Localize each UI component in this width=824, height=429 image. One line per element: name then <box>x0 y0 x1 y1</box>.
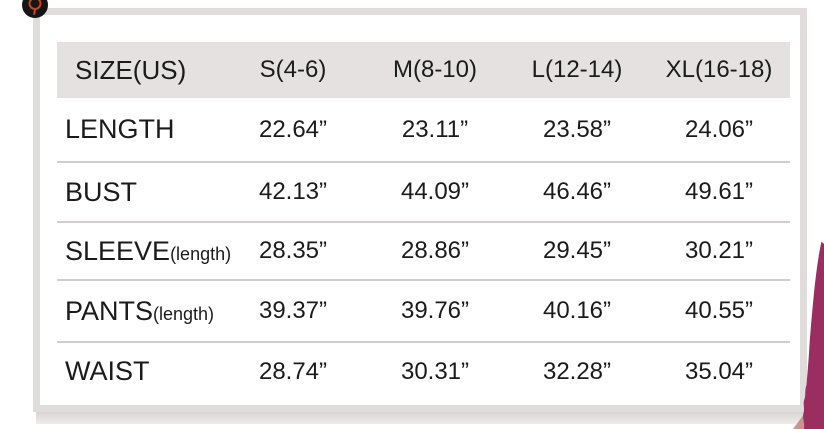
row-label-suffix: (length) <box>153 303 215 324</box>
table-row-waist: WAIST 28.74” 30.31” 32.28” 35.04” <box>57 343 790 400</box>
column-header-size: SIZE(US) <box>75 54 187 85</box>
row-label-sleeve: SLEEVE(length) <box>57 235 231 267</box>
column-header-xl: XL(16-18) <box>665 56 773 83</box>
column-header-s: S(4-6) <box>259 56 327 83</box>
table-cell: 30.31” <box>400 357 470 385</box>
row-label-text: LENGTH <box>65 114 175 144</box>
table-cell: 42.13” <box>258 178 328 205</box>
table-cell: 28.74” <box>258 357 328 385</box>
table-cell: 28.86” <box>400 237 470 264</box>
table-cell: 24.06” <box>684 115 754 143</box>
row-label-bust: BUST <box>57 177 222 208</box>
table-cell: 23.58” <box>542 115 612 143</box>
row-label-text: BUST <box>65 176 138 207</box>
magnifier-icon <box>22 0 48 18</box>
table-cell: 44.09” <box>400 178 470 205</box>
table-cell: 32.28” <box>542 357 612 385</box>
size-chart-table: SIZE(US) S(4-6) M(8-10) L(12-14) XL(16-1… <box>57 42 790 400</box>
table-cell: 40.55” <box>684 297 754 324</box>
table-cell: 29.45” <box>542 237 612 264</box>
table-cell: 22.64” <box>258 115 328 143</box>
zoom-button[interactable] <box>22 0 48 18</box>
size-chart-header-row: SIZE(US) S(4-6) M(8-10) L(12-14) XL(16-1… <box>57 42 790 98</box>
table-cell: 30.21” <box>684 237 754 264</box>
table-row-bust: BUST 42.13” 44.09” 46.46” 49.61” <box>57 163 790 223</box>
table-row-pants: PANTS(length) 39.37” 39.76” 40.16” 40.55… <box>57 281 790 343</box>
table-row-length: LENGTH 22.64” 23.11” 23.58” 24.06” <box>57 98 790 163</box>
garment-sleeve-photo <box>793 241 824 429</box>
table-cell: 39.37” <box>258 297 328 324</box>
column-header-l: L(12-14) <box>531 56 623 83</box>
row-label-text: SLEEVE <box>65 235 171 266</box>
card-shadow <box>36 412 806 424</box>
row-label-length: LENGTH <box>57 114 222 145</box>
table-cell: 40.16” <box>542 297 612 324</box>
table-cell: 49.61” <box>684 178 754 205</box>
table-cell: 28.35” <box>258 237 328 264</box>
row-label-waist: WAIST <box>57 356 222 387</box>
table-cell: 23.11” <box>401 115 469 143</box>
row-label-pants: PANTS(length) <box>57 296 222 327</box>
table-row-sleeve: SLEEVE(length) 28.35” 28.86” 29.45” 30.2… <box>57 223 790 281</box>
row-label-text: WAIST <box>65 356 150 386</box>
row-label-suffix: (length) <box>170 243 232 264</box>
column-header-m: M(8-10) <box>392 56 477 83</box>
table-cell: 35.04” <box>684 357 754 385</box>
table-cell: 46.46” <box>542 178 612 205</box>
row-label-text: PANTS <box>65 295 154 326</box>
table-cell: 39.76” <box>400 297 470 324</box>
